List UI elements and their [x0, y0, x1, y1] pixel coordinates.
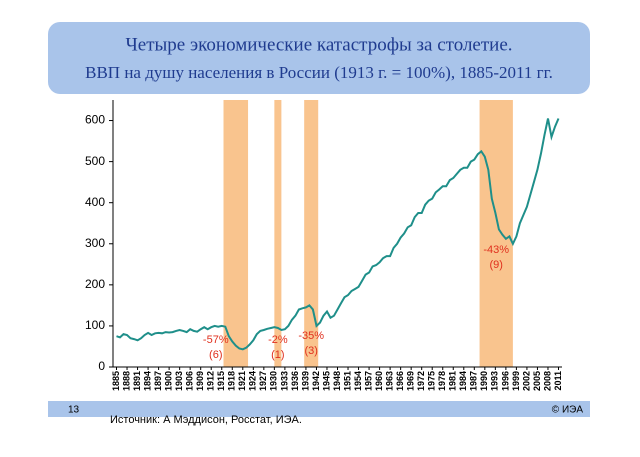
x-tick-label: 1921	[237, 371, 247, 391]
x-tick-label: 1903	[174, 371, 184, 391]
x-tick-label: 1990	[479, 371, 489, 391]
y-tick-label: 0	[98, 359, 105, 373]
x-tick-label: 1951	[342, 371, 352, 391]
annotation: -35%	[298, 330, 324, 342]
annotation: -57%	[203, 334, 229, 346]
x-tick-label: 1993	[490, 371, 500, 391]
y-tick-label: 100	[85, 318, 105, 332]
x-tick-label: 1933	[279, 371, 289, 391]
x-tick-label: 1912	[206, 371, 216, 391]
annotation-note: (6)	[209, 349, 222, 361]
y-tick-label: 500	[85, 154, 105, 168]
x-tick-label: 1885	[111, 371, 121, 391]
x-tick-label: 1957	[363, 371, 373, 391]
x-tick-label: 1930	[269, 371, 279, 391]
y-tick-label: 200	[85, 277, 105, 291]
x-tick-label: 1891	[132, 371, 142, 391]
x-tick-label: 1918	[227, 371, 237, 391]
source: Источник: А Мэддисон, Росстат, ИЭА.	[110, 414, 302, 426]
slide-subtitle: ВВП на душу населения в России (1913 г. …	[85, 63, 553, 82]
slide-title: Четыре экономические катастрофы за столе…	[125, 34, 512, 55]
annotation: -43%	[483, 244, 509, 256]
x-tick-label: 1894	[142, 371, 152, 391]
crisis-band	[223, 100, 249, 367]
gdp-line	[116, 118, 560, 351]
x-tick-label: 2002	[521, 371, 531, 391]
y-tick-label: 300	[85, 236, 105, 250]
crisis-band	[304, 100, 319, 367]
x-tick-label: 1924	[248, 371, 258, 391]
x-tick-label: 1948	[332, 371, 342, 391]
x-tick-label: 1963	[384, 371, 394, 391]
copyright: © ИЭА	[552, 405, 584, 416]
page-number: 13	[68, 405, 80, 416]
x-tick-label: 1975	[427, 371, 437, 391]
x-tick-label: 1915	[216, 371, 226, 391]
annotation-note: (1)	[271, 349, 284, 361]
x-tick-label: 1972	[416, 371, 426, 391]
x-tick-label: 1996	[500, 371, 510, 391]
x-tick-label: 1888	[121, 371, 131, 391]
y-tick-label: 400	[85, 195, 105, 209]
x-tick-label: 1909	[195, 371, 205, 391]
x-tick-label: 1984	[458, 371, 468, 391]
crisis-band	[479, 100, 513, 367]
x-tick-label: 1906	[185, 371, 195, 391]
x-tick-label: 1945	[321, 371, 331, 391]
x-tick-label: 1978	[437, 371, 447, 391]
x-tick-label: 1987	[469, 371, 479, 391]
x-tick-label: 1954	[353, 371, 363, 391]
x-tick-label: 1936	[290, 371, 300, 391]
x-tick-label: 1981	[448, 371, 458, 391]
x-tick-label: 1999	[511, 371, 521, 391]
x-tick-label: 2011	[553, 371, 563, 391]
crisis-band	[274, 100, 282, 367]
x-tick-label: 1900	[164, 371, 174, 391]
x-tick-label: 2008	[542, 371, 552, 391]
y-tick-label: 600	[85, 113, 105, 127]
annotation: -2%	[268, 334, 288, 346]
x-tick-label: 1942	[311, 371, 321, 391]
header-box	[48, 22, 590, 94]
x-tick-label: 1939	[300, 371, 310, 391]
x-tick-label: 1927	[258, 371, 268, 391]
x-tick-label: 1966	[395, 371, 405, 391]
x-tick-label: 1897	[153, 371, 163, 391]
footer-bar	[48, 401, 590, 417]
x-tick-label: 1969	[406, 371, 416, 391]
annotation-note: (3)	[304, 345, 317, 357]
annotation-note: (9)	[490, 259, 503, 271]
x-tick-label: 2005	[532, 371, 542, 391]
x-tick-label: 1960	[374, 371, 384, 391]
